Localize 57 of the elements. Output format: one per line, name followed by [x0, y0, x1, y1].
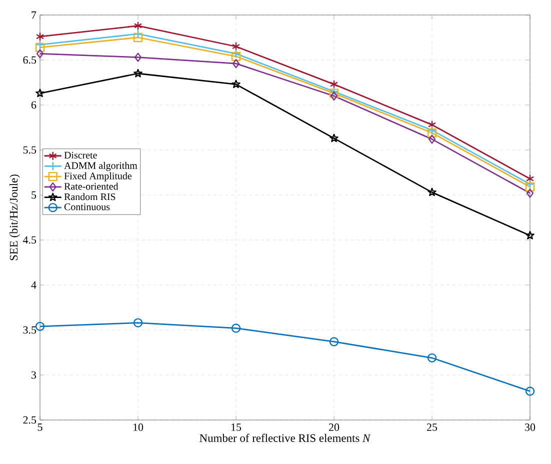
point: [35, 40, 45, 50]
point: [526, 174, 534, 184]
y-tick-label: 6: [31, 101, 36, 109]
legend-label: Continuous: [64, 204, 110, 210]
point: [36, 32, 44, 42]
legend-label: Discrete: [64, 152, 97, 159]
point: [525, 180, 535, 189]
y-tick-label: 5: [32, 191, 36, 199]
point: [428, 120, 436, 130]
point: [133, 318, 143, 328]
y-tick-label: 6.5: [23, 56, 36, 64]
y-tick-label: 3.5: [23, 326, 36, 334]
point: [329, 337, 339, 346]
point: [427, 128, 437, 138]
y-tick-label: 5.5: [23, 146, 36, 154]
point: [36, 88, 44, 98]
x-tick-label: 20: [329, 424, 340, 431]
point: [231, 49, 241, 58]
x-tick-label: 10: [133, 424, 144, 431]
point: [428, 188, 436, 196]
point: [525, 386, 535, 396]
point: [526, 188, 534, 198]
point: [232, 42, 240, 52]
y-tick-label: 4.5: [23, 236, 36, 244]
point: [330, 80, 338, 89]
y-tick-label: 7: [32, 11, 36, 19]
point: [526, 230, 534, 240]
point: [35, 42, 45, 52]
y-tick-label: 3: [32, 371, 36, 379]
point: [231, 52, 241, 61]
point: [134, 21, 142, 30]
legend-label: Rate-oriented: [64, 182, 118, 190]
point: [330, 91, 338, 101]
point: [232, 80, 240, 88]
point: [133, 32, 143, 42]
point: [427, 126, 437, 135]
point: [427, 353, 437, 362]
y-axis-title: SEE (bit/Hz/Joule): [10, 174, 20, 260]
point: [134, 68, 142, 78]
point: [36, 49, 44, 58]
x-tick-label: 15: [231, 424, 242, 431]
legend-label: ADMM algorithm: [64, 162, 138, 171]
legend-label: Fixed Amplitude: [64, 172, 132, 182]
y-tick-label: 4: [31, 281, 36, 289]
point: [134, 52, 142, 62]
x-tick-label: 5: [38, 424, 42, 431]
x-axis-title: Number of reflective RIS elements N: [200, 434, 371, 442]
x-tick-label: 30: [525, 424, 536, 431]
legend-label: Random RIS: [64, 193, 116, 200]
point: [330, 134, 338, 142]
point: [428, 134, 436, 144]
point: [35, 322, 45, 331]
point: [232, 59, 240, 68]
point: [525, 182, 535, 192]
point: [231, 324, 241, 333]
x-tick-label: 25: [427, 424, 438, 431]
y-tick-label: 2.5: [23, 416, 36, 424]
